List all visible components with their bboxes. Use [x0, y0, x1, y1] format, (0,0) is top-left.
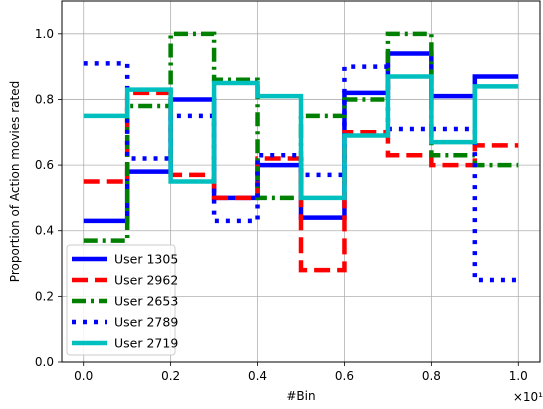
plot-frame — [61, 0, 541, 363]
x-tick-label: 1.0 — [509, 369, 528, 383]
legend-label: User 2653 — [114, 294, 178, 309]
plot-area — [83, 31, 519, 283]
legend: User 1305 User 2962 User 2653 User 2789 User… — [66, 244, 178, 356]
y-tick-label: 0.6 — [35, 158, 54, 172]
x-tick-label: 0.4 — [248, 369, 267, 383]
legend-label: User 2719 — [114, 336, 178, 351]
x-axis-label: #Bin — [286, 389, 315, 403]
series-line — [83, 74, 519, 201]
axes-ticks: 0.0 0.2 0.4 0.6 0.8 1.0 0.0 0.2 0.4 0.6 0.8 1.0 — [35, 27, 528, 383]
y-axis-label: Proportion of Action movies rated — [8, 81, 22, 282]
legend-label: User 2962 — [114, 273, 178, 288]
x-tick-label: 0.2 — [161, 369, 180, 383]
y-tick-label: 0.2 — [35, 289, 54, 303]
x-tick-label: 0.0 — [74, 369, 93, 383]
x-axis-offset-text: ×10¹ — [513, 390, 543, 404]
legend-label: User 1305 — [114, 252, 178, 267]
y-tick-label: 0.0 — [35, 355, 54, 369]
legend-box — [66, 244, 176, 356]
x-tick-label: 0.6 — [335, 369, 354, 383]
legend-label: User 2789 — [114, 315, 178, 330]
y-tick-label: 0.4 — [35, 224, 54, 238]
x-tick-label: 0.8 — [422, 369, 441, 383]
y-tick-label: 0.8 — [35, 92, 54, 106]
y-tick-label: 1.0 — [35, 27, 54, 41]
